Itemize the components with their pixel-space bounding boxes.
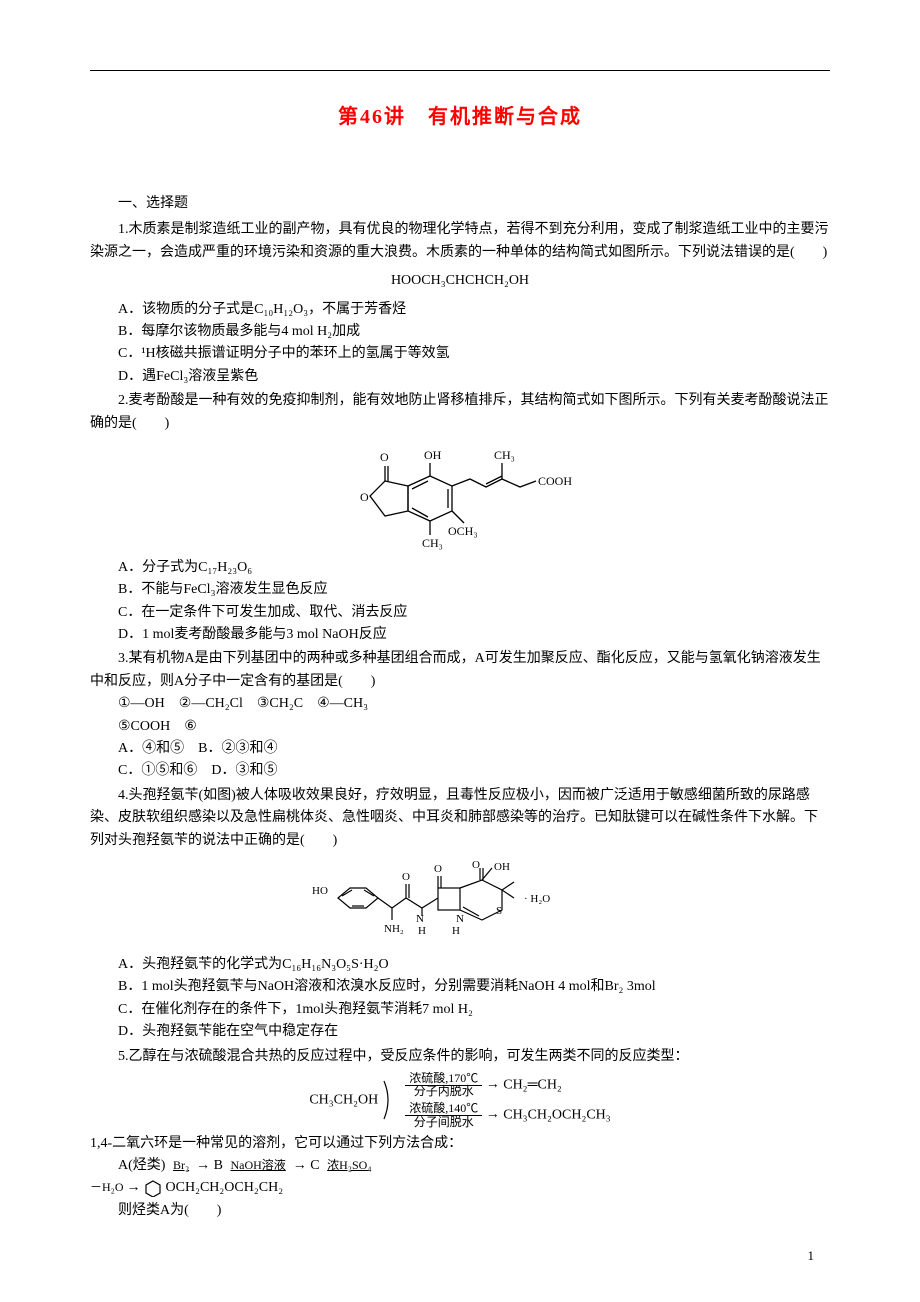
cefadroxil-svg: HO NH₂ O N H [310,858,610,948]
q1-stem: 1.木质素是制浆造纸工业的副产物，具有优良的物理化学特点，若得不到充分利用，变成… [90,219,830,264]
q3-opt-CD: C．①⑤和⑥ D．③和⑤ [90,760,830,782]
step3-top: 浓H₂SO₄ [323,1158,375,1172]
svg-text:O: O [434,863,442,875]
chain-A: A(烃类) [118,1158,165,1173]
q5-ethanol-scheme: CH₃CH₂OH 浓硫酸,170℃ 分子内脱水 → CH₂═CH₂ 浓硫酸,14… [90,1072,830,1129]
svg-text:OCH₃: OCH₃ [448,524,478,538]
q4-opt-B: B．1 mol头孢羟氨苄与NaOH溶液和浓溴水反应时，分别需要消耗NaOH 4 … [90,976,830,998]
top-note: 分子内脱水 [414,1084,474,1098]
top-prod: CH₂═CH₂ [503,1077,562,1092]
question-4: 4.头孢羟氨苄(如图)被人体吸收效果良好，疗效明显，且毒性反应极小，因而被广泛适… [90,785,830,1044]
q3-groups-2: ⑤COOH ⑥ [90,716,830,738]
q4-structure: HO NH₂ O N H [90,858,830,948]
svg-text:H: H [452,925,460,937]
svg-text:H: H [418,925,426,937]
svg-text:HO: HO [312,885,328,897]
svg-text:· H₂O: · H₂O [524,893,550,905]
mycophenolic-acid-svg: O O OH OCH₃ [330,441,590,551]
svg-text:CH₃: CH₃ [422,536,443,550]
q4-opt-C: C．在催化剂存在的条件下，1mol头孢羟氨苄消耗7 mol H₂ [90,999,830,1021]
svg-text:NH₂: NH₂ [384,923,404,935]
q4-stem: 4.头孢羟氨苄(如图)被人体吸收效果良好，疗效明显，且毒性反应极小，因而被广泛适… [90,785,830,852]
svg-text:CH₃: CH₃ [494,448,515,462]
bot-note: 分子间脱水 [414,1115,474,1129]
q4-opt-D: D．头孢羟氨苄能在空气中稳定存在 [90,1021,830,1043]
chain-C: C [310,1158,319,1173]
q5-stem: 5.乙醇在与浓硫酸混合共热的反应过程中，受反应条件的影响，可发生两类不同的反应类… [90,1046,830,1068]
q1-opt-A: A．该物质的分子式是C₁₀H₁₂O₃，不属于芳香烃 [90,299,830,321]
q2-opt-C: C．在一定条件下可发生加成、取代、消去反应 [90,602,830,624]
q3-stem: 3.某有机物A是由下列基团中的两种或多种基团组合而成，A可发生加聚反应、酯化反应… [90,648,830,693]
svg-text:S: S [496,905,502,917]
q1-opt-D: D．遇FeCl₃溶液呈紫色 [90,366,830,388]
q2-opt-A: A．分子式为C₁₇H₂₃O₆ [90,557,830,579]
page-title: 第46讲 有机推断与合成 [90,101,830,133]
question-2: 2.麦考酚酸是一种有效的免疫抑制剂，能有效地防止肾移植排斥，其结构简式如下图所示… [90,390,830,646]
q2-opt-B: B．不能与FeCl₃溶液发生显色反应 [90,579,830,601]
q4-opt-A: A．头孢羟氨苄的化学式为C₁₆H₁₆N₃O₅S·H₂O [90,954,830,976]
svg-text:N: N [456,913,464,925]
page-number: 1 [808,1246,815,1267]
q2-stem: 2.麦考酚酸是一种有效的免疫抑制剂，能有效地防止肾移植排斥，其结构简式如下图所示… [90,390,830,435]
scheme-left: CH₃CH₂OH [309,1093,378,1108]
chain-B: B [214,1158,223,1173]
dioxane-icon [144,1179,162,1197]
section-heading: 一、选择题 [90,193,830,215]
q1-opt-C: C．¹H核磁共振谱证明分子中的苯环上的氢属于等效氢 [90,343,830,365]
q3-opt-AB: A．④和⑤ B．②③和④ [90,738,830,760]
q3-groups-1: ①—OH ②—CH₂Cl ③CH₂C ④—CH₃ [90,693,830,715]
q5-line2: 1,4-二氧六环是一种常见的溶剂，它可以通过下列方法合成： [90,1133,830,1155]
question-1: 1.木质素是制浆造纸工业的副产物，具有优良的物理化学特点，若得不到充分利用，变成… [90,219,830,388]
step2-top: NaOH溶液 [226,1158,289,1172]
q2-opt-D: D．1 mol麦考酚酸最多能与3 mol NaOH反应 [90,624,830,646]
q5-tail: 则烃类A为( ) [90,1200,830,1222]
q1-opt-B: B．每摩尔该物质最多能与4 mol H₂加成 [90,321,830,343]
q5-synthesis-chain: A(烃类) Br₂ → B NaOH溶液 → C 浓H₂SO₄ －H₂O → O… [90,1155,830,1200]
svg-text:OH: OH [494,861,510,873]
question-5: 5.乙醇在与浓硫酸混合共热的反应过程中，受反应条件的影响，可发生两类不同的反应类… [90,1046,830,1223]
svg-text:COOH: COOH [538,474,572,488]
svg-text:N: N [416,913,424,925]
svg-text:O: O [380,450,389,464]
svg-text:O: O [360,490,369,504]
q2-structure: O O OH OCH₃ [90,441,830,551]
step1-top: Br₂ [169,1158,193,1172]
q1-figure-caption: HOOCH₃CHCHCH₂OH [90,270,830,292]
bot-prod: CH₃CH₂OCH₂CH₃ [503,1108,610,1123]
step3-bot: －H₂O [90,1180,124,1194]
svg-text:O: O [402,871,410,883]
chain-prod: OCH₂CH₂OCH₂CH₂ [166,1180,284,1195]
question-3: 3.某有机物A是由下列基团中的两种或多种基团组合而成，A可发生加聚反应、酯化反应… [90,648,830,782]
svg-text:OH: OH [424,448,442,462]
svg-text:O: O [472,859,480,871]
